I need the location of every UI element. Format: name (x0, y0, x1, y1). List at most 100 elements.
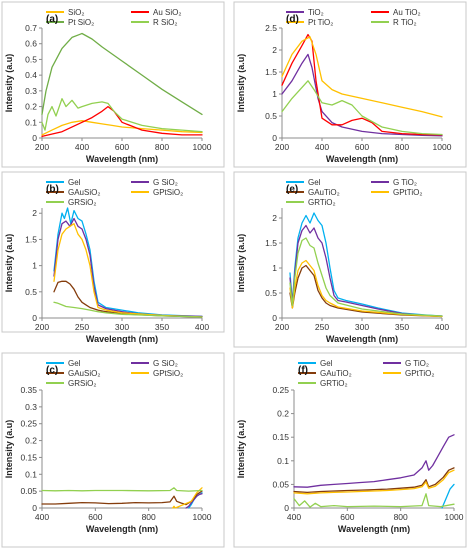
y-axis-title: Intensity (a.u) (4, 420, 14, 479)
series-line (41, 32, 203, 116)
x-tick-label: 200 (275, 322, 289, 332)
y-tick-label: 0.35 (20, 385, 37, 395)
legend-label: Au TiO₂ (393, 8, 421, 17)
legend-label: R SiO₂ (153, 18, 177, 27)
panel-frame (1, 171, 225, 333)
legend-label: GRTiO₂ (320, 379, 348, 388)
legend-label: R TiO₂ (393, 18, 417, 27)
legend-label: G TiO₂ (393, 178, 417, 187)
y-tick-label: 2.5 (265, 23, 277, 33)
x-tick-label: 800 (395, 142, 409, 152)
x-tick-label: 600 (115, 142, 129, 152)
x-axis-title: Wavelength (nm) (86, 524, 158, 534)
x-axis-title: Wavelength (nm) (86, 154, 158, 164)
y-tick-label: 0.25 (20, 419, 37, 429)
y-tick-label: 0.3 (25, 86, 37, 96)
legend-label: GRSiO₂ (68, 198, 96, 207)
legend-label: Gel (320, 359, 333, 368)
y-tick-label: 0.2 (25, 102, 37, 112)
y-tick-label: 1.5 (265, 238, 277, 248)
legend-label: SiO₂ (68, 8, 84, 17)
y-axis-title: Intensity (a.u) (236, 234, 246, 293)
series-line (293, 434, 455, 488)
y-tick-label: 0.2 (25, 436, 37, 446)
x-tick-label: 800 (394, 512, 408, 522)
x-tick-label: 600 (355, 142, 369, 152)
x-tick-label: 350 (155, 322, 169, 332)
chart-panel-b: 0 0.5 1 1.5 2 200 250 300 350 400 Wavelength (nm) I… (1, 171, 225, 344)
x-tick-label: 1000 (193, 512, 212, 522)
x-axis-title: Wavelength (nm) (86, 334, 158, 344)
chart-panel-f: 0 0.05 0.1 0.15 0.2 0.25 400 600 800 1000 Waveleng… (233, 352, 467, 548)
x-tick-label: 400 (287, 512, 301, 522)
y-tick-label: 1.5 (265, 67, 277, 77)
series-line (293, 469, 455, 495)
y-tick-label: 0.4 (25, 70, 37, 80)
y-tick-label: 1 (272, 89, 277, 99)
series-line (441, 483, 455, 509)
y-tick-label: 0.5 (265, 288, 277, 298)
x-tick-label: 600 (88, 512, 102, 522)
panel-label: (e) (286, 184, 298, 195)
x-tick-label: 300 (115, 322, 129, 332)
x-tick-label: 400 (35, 512, 49, 522)
legend-label: Au SiO₂ (153, 8, 181, 17)
legend-label: GPtSiO₂ (153, 369, 183, 378)
y-tick-label: 2 (272, 45, 277, 55)
legend-label: Gel (68, 178, 81, 187)
y-axis-title: Intensity (a.u) (4, 234, 14, 293)
y-tick-label: 1 (272, 263, 277, 273)
panel-frame (233, 171, 467, 348)
chart-panel-c: 0 0.05 0.1 0.15 0.2 0.25 0.3 0.35 400 600 800 1000 W… (1, 352, 225, 548)
series-line (41, 105, 203, 138)
series-line (281, 36, 443, 118)
panel-label: (d) (286, 14, 299, 25)
series-line (289, 237, 443, 317)
x-tick-label: 200 (35, 322, 49, 332)
x-tick-label: 600 (340, 512, 354, 522)
y-axis-title: Intensity (a.u) (236, 420, 246, 479)
series-line (41, 98, 203, 133)
legend-label: GAuSiO₂ (68, 188, 100, 197)
x-tick-label: 800 (155, 142, 169, 152)
x-tick-label: 800 (142, 512, 156, 522)
panel-frame (233, 352, 467, 548)
y-tick-label: 0.6 (25, 39, 37, 49)
y-tick-label: 0.25 (272, 385, 289, 395)
legend-label: G SiO₂ (153, 178, 178, 187)
series-line (289, 264, 443, 318)
chart-panel-a: 0 0.1 0.2 0.3 0.4 0.5 0.6 0.7 200 400 600 800 1000 Wa… (1, 1, 225, 168)
y-tick-label: 0.5 (25, 287, 37, 297)
y-axis-title: Intensity (a.u) (236, 54, 246, 113)
x-tick-label: 400 (195, 322, 209, 332)
y-tick-label: 0.1 (25, 469, 37, 479)
legend-label: G TiO₂ (405, 359, 429, 368)
series-line (53, 301, 203, 318)
series-line (293, 467, 455, 494)
panel-frame (1, 352, 225, 548)
legend-label: Pt TiO₂ (308, 18, 333, 27)
series-line (41, 490, 203, 506)
legend-label: GRTiO₂ (308, 198, 336, 207)
y-tick-label: 2 (32, 208, 37, 218)
y-tick-label: 0 (32, 133, 37, 143)
y-tick-label: 0 (32, 503, 37, 513)
y-tick-label: 0.05 (272, 479, 289, 489)
series-line (53, 280, 203, 318)
series-line (289, 212, 443, 317)
chart-panel-d: 0 0.5 1 1.5 2 2.5 200 400 600 800 1000 Wavelength (… (233, 1, 467, 168)
y-tick-label: 0.15 (272, 432, 289, 442)
x-tick-label: 400 (75, 142, 89, 152)
legend-label: Pt SiO₂ (68, 18, 94, 27)
x-tick-label: 200 (35, 142, 49, 152)
legend-label: GPtTiO₂ (405, 369, 434, 378)
legend-label: TiO₂ (308, 8, 324, 17)
y-tick-label: 0.3 (25, 402, 37, 412)
x-tick-label: 350 (395, 322, 409, 332)
x-tick-label: 250 (75, 322, 89, 332)
legend-label: Gel (308, 178, 321, 187)
y-tick-label: 1 (32, 261, 37, 271)
panel-frame (1, 1, 225, 168)
y-axis-title: Intensity (a.u) (4, 54, 14, 113)
